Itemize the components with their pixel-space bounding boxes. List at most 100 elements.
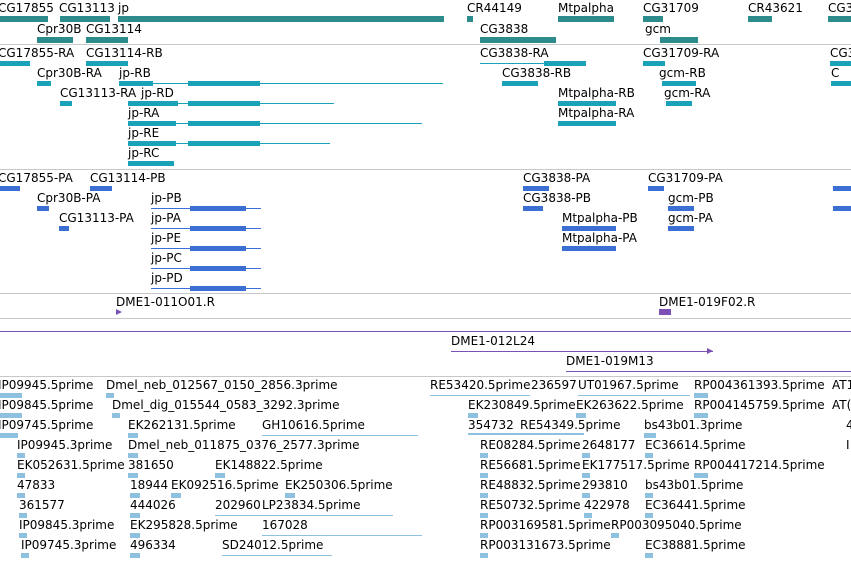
est-feature[interactable]: [171, 493, 181, 498]
est-feature[interactable]: [582, 473, 590, 478]
transcript-label[interactable]: CG13113-RA: [60, 86, 137, 100]
est-feature[interactable]: [576, 413, 586, 418]
transcript-feature[interactable]: [60, 101, 72, 106]
gene-feature[interactable]: [558, 16, 614, 22]
est-label[interactable]: EK250306.5prime: [285, 478, 393, 492]
transcript-label[interactable]: Mtpalpha-RA: [558, 106, 635, 120]
est-label[interactable]: 496334: [130, 538, 176, 552]
transcript-feature[interactable]: [128, 121, 176, 126]
protein-label[interactable]: jp-PA: [151, 211, 181, 225]
est-feature[interactable]: [130, 493, 140, 498]
est-label[interactable]: bs43b01.3prime: [644, 418, 743, 432]
est-feature[interactable]: [584, 513, 592, 518]
transcript-label[interactable]: CG3838-RA: [480, 46, 549, 60]
protein-label[interactable]: jp-PE: [151, 231, 182, 245]
est-feature[interactable]: [611, 533, 619, 538]
est-feature[interactable]: [21, 553, 29, 558]
est-feature[interactable]: [285, 493, 295, 498]
est-label[interactable]: RE48832.5prime: [480, 478, 581, 492]
gene-feature[interactable]: [467, 16, 473, 22]
protein-feature[interactable]: [190, 266, 246, 271]
transcript-label[interactable]: CG3838-RB: [502, 66, 572, 80]
transcript-label[interactable]: jp-RD: [141, 86, 174, 100]
transcript-label[interactable]: CG3: [830, 46, 851, 60]
transcript-feature[interactable]: [37, 81, 51, 86]
transcript-label[interactable]: CG31709-RA: [643, 46, 720, 60]
est-label[interactable]: 4: [846, 418, 851, 432]
est-feature[interactable]: [480, 453, 488, 458]
est-label[interactable]: 381650: [128, 458, 174, 472]
gene-label[interactable]: CG31709: [643, 1, 699, 15]
est-label[interactable]: EK295828.5prime: [130, 518, 238, 532]
transcript-label[interactable]: jp-RA: [128, 106, 160, 120]
gene-label[interactable]: CG13113: [59, 1, 115, 15]
est-line[interactable]: [262, 535, 422, 536]
est-line[interactable]: [430, 395, 530, 396]
est-label[interactable]: EC36614.5prime: [645, 438, 746, 452]
clone-label[interactable]: DME1-019M13: [566, 354, 654, 368]
clone-end-marker[interactable]: [659, 309, 671, 315]
gene-feature[interactable]: [643, 16, 663, 22]
est-label[interactable]: IP09845.3prime: [19, 518, 115, 532]
gene-feature[interactable]: [86, 37, 128, 43]
est-feature[interactable]: [694, 473, 708, 478]
protein-label[interactable]: gcm-PB: [668, 191, 714, 205]
gene-label[interactable]: CR44149: [467, 1, 522, 15]
transcript-feature[interactable]: [188, 101, 260, 106]
est-label[interactable]: bs43b01.5prime: [645, 478, 744, 492]
protein-label[interactable]: jp-PB: [151, 191, 182, 205]
est-label[interactable]: EK262131.5prime: [128, 418, 236, 432]
gene-label[interactable]: CG17855: [0, 1, 54, 15]
transcript-feature[interactable]: [119, 81, 153, 86]
transcript-feature[interactable]: [831, 81, 851, 86]
est-feature[interactable]: [582, 493, 590, 498]
transcript-label[interactable]: gcm-RA: [664, 86, 711, 100]
gene-feature[interactable]: [828, 16, 851, 22]
transcript-feature[interactable]: [128, 161, 174, 166]
transcript-feature[interactable]: [502, 81, 538, 86]
clone-span[interactable]: [451, 351, 713, 352]
est-label[interactable]: EK092516.5prime: [171, 478, 279, 492]
est-label[interactable]: GH10616.5prime: [262, 418, 365, 432]
est-feature[interactable]: [17, 473, 25, 478]
est-feature[interactable]: [130, 513, 140, 518]
est-feature[interactable]: [480, 473, 488, 478]
est-feature[interactable]: [17, 493, 25, 498]
protein-feature[interactable]: [668, 226, 694, 231]
est-line[interactable]: [262, 435, 418, 436]
est-label[interactable]: EC38881.5prime: [645, 538, 746, 552]
est-label[interactable]: EC36441.5prime: [645, 498, 746, 512]
est-label[interactable]: UT01967.5prime: [578, 378, 679, 392]
est-label[interactable]: RP003131673.5prime: [480, 538, 611, 552]
transcript-feature[interactable]: [188, 81, 260, 86]
est-label[interactable]: IP09945.3prime: [17, 438, 113, 452]
est-feature[interactable]: [480, 493, 488, 498]
protein-feature[interactable]: [668, 206, 694, 211]
transcript-feature[interactable]: [86, 61, 128, 66]
est-label[interactable]: 202960: [215, 498, 261, 512]
est-label[interactable]: 167028: [262, 518, 308, 532]
protein-label[interactable]: Cpr30B-PA: [37, 191, 101, 205]
gene-label[interactable]: Mtpalpha: [558, 1, 614, 15]
est-feature[interactable]: [694, 413, 708, 418]
transcript-label[interactable]: C: [831, 66, 840, 80]
protein-feature[interactable]: [833, 206, 851, 211]
protein-feature[interactable]: [523, 186, 549, 191]
transcript-feature[interactable]: [188, 121, 260, 126]
est-feature[interactable]: [480, 533, 488, 538]
transcript-label[interactable]: Cpr30B-RA: [37, 66, 102, 80]
est-label[interactable]: EK177517.5prime: [582, 458, 690, 472]
est-feature[interactable]: [645, 453, 653, 458]
est-label[interactable]: 422978: [584, 498, 630, 512]
protein-label[interactable]: CG13114-PB: [90, 171, 166, 185]
est-label[interactable]: RE08284.5prime: [480, 438, 581, 452]
est-label[interactable]: LP23834.5prime: [262, 498, 361, 512]
gene-feature[interactable]: [118, 16, 444, 22]
est-label[interactable]: 293810: [582, 478, 628, 492]
transcript-feature[interactable]: [544, 61, 586, 66]
est-label[interactable]: Dmel_neb_012567_0150_2856.3prime: [106, 378, 338, 392]
est-feature[interactable]: [480, 553, 488, 558]
est-feature[interactable]: [645, 493, 653, 498]
transcript-label[interactable]: CG17855-RA: [0, 46, 75, 60]
est-label[interactable]: RP003095040.5prime: [611, 518, 742, 532]
